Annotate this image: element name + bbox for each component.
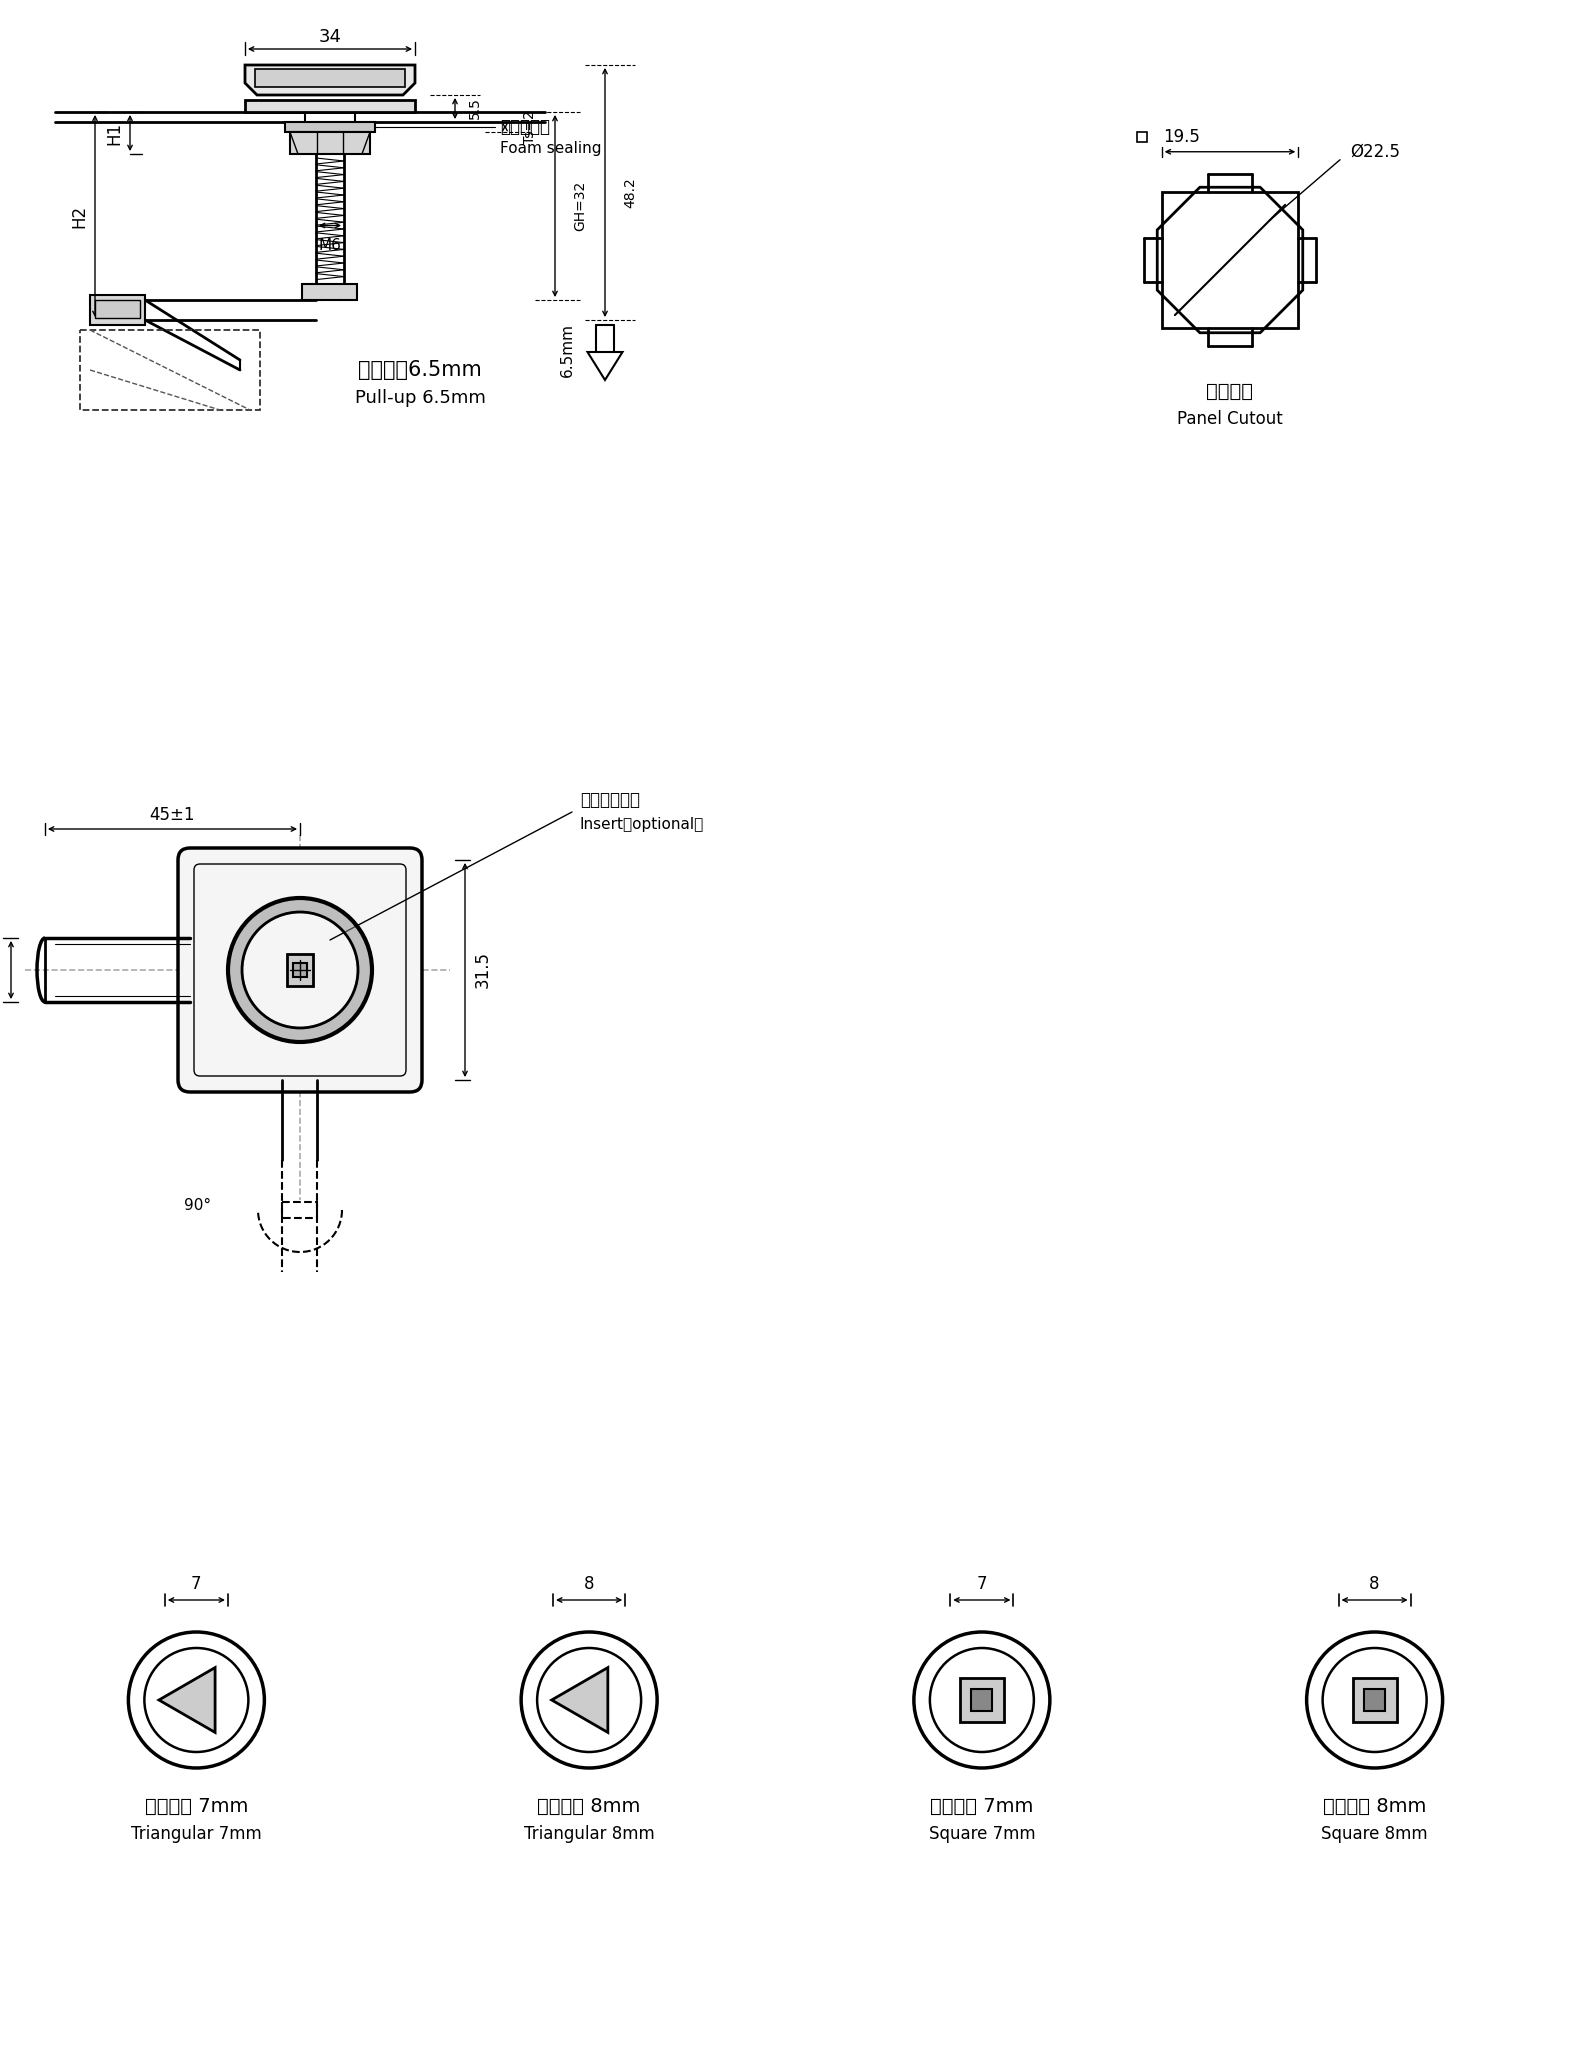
Text: 锁芯（选配）: 锁芯（选配）: [580, 791, 639, 810]
Text: Panel Cutout: Panel Cutout: [1177, 410, 1284, 428]
Text: GH=32: GH=32: [573, 181, 588, 231]
Text: H2: H2: [71, 204, 88, 227]
Text: 三角锁芯 8mm: 三角锁芯 8mm: [537, 1796, 641, 1815]
Text: Ø22.5: Ø22.5: [1349, 142, 1400, 161]
Bar: [303, 284, 358, 301]
Text: 5.5: 5.5: [468, 97, 482, 119]
Text: Foam sealing: Foam sealing: [500, 142, 602, 157]
Text: 发泡橡胶垫: 发泡橡胶垫: [500, 117, 550, 136]
Bar: [90, 295, 145, 325]
Text: Square 8mm: Square 8mm: [1321, 1825, 1428, 1844]
Bar: [284, 122, 375, 132]
Bar: [94, 301, 140, 317]
Text: 8: 8: [584, 1576, 594, 1592]
Text: 48.2: 48.2: [624, 177, 636, 208]
Bar: [1364, 1689, 1386, 1710]
Text: Insert（optional）: Insert（optional）: [580, 816, 704, 832]
Text: Ts=2: Ts=2: [523, 109, 537, 144]
Text: M6: M6: [319, 239, 341, 253]
Text: 45±1: 45±1: [149, 805, 195, 824]
Text: Triangular 7mm: Triangular 7mm: [130, 1825, 262, 1844]
Text: 31.5: 31.5: [474, 952, 492, 989]
Text: 90°: 90°: [184, 1197, 212, 1213]
Text: 7: 7: [192, 1576, 201, 1592]
Text: 7: 7: [977, 1576, 987, 1592]
Text: 三角锁芯 7mm: 三角锁芯 7mm: [145, 1796, 248, 1815]
Text: 19.5: 19.5: [1163, 128, 1200, 146]
Bar: [1353, 1679, 1397, 1722]
FancyBboxPatch shape: [178, 849, 423, 1092]
Bar: [294, 962, 306, 976]
Text: 四方锁芯 7mm: 四方锁芯 7mm: [930, 1796, 1034, 1815]
Text: Triangular 8mm: Triangular 8mm: [523, 1825, 655, 1844]
Bar: [283, 1201, 317, 1217]
Bar: [291, 132, 371, 154]
Text: 17: 17: [0, 960, 2, 981]
Text: 6.5mm: 6.5mm: [559, 323, 575, 377]
Text: 34: 34: [319, 29, 341, 45]
Bar: [80, 330, 259, 410]
Bar: [255, 68, 405, 87]
Text: 8: 8: [1370, 1576, 1379, 1592]
Text: 四方锁芯 8mm: 四方锁芯 8mm: [1323, 1796, 1426, 1815]
Bar: [245, 101, 415, 111]
Bar: [960, 1679, 1004, 1722]
Text: 压缩量：6.5mm: 压缩量：6.5mm: [358, 360, 482, 379]
Text: H1: H1: [105, 122, 123, 144]
Text: Pull-up 6.5mm: Pull-up 6.5mm: [355, 389, 485, 408]
Bar: [287, 954, 313, 987]
Text: Square 7mm: Square 7mm: [928, 1825, 1035, 1844]
Bar: [1137, 132, 1147, 142]
Polygon shape: [159, 1669, 215, 1732]
Bar: [971, 1689, 993, 1710]
Text: 开孔尺寸: 开孔尺寸: [1207, 381, 1254, 402]
Polygon shape: [551, 1669, 608, 1732]
Polygon shape: [245, 66, 415, 95]
